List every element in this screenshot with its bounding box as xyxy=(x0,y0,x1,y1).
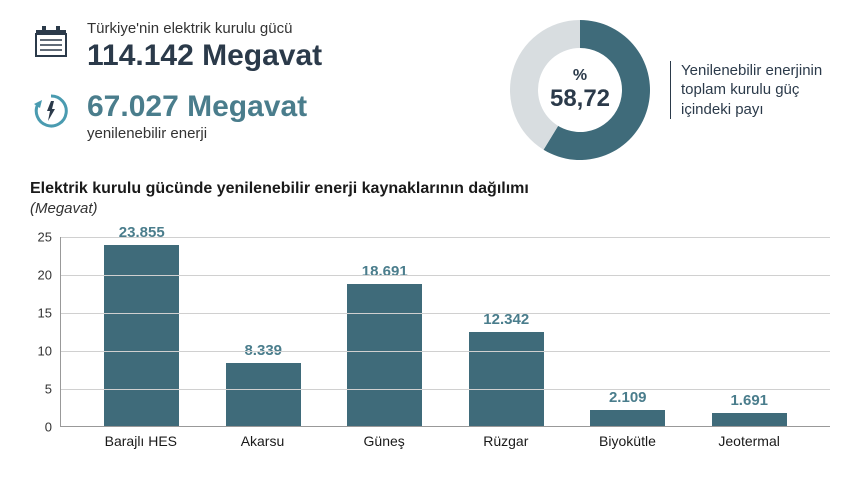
y-tick-label: 25 xyxy=(38,230,52,245)
bars-container: 23.8558.33918.69112.3422.1091.691 xyxy=(61,237,830,426)
chart-title: Elektrik kurulu gücünde yenilenebilir en… xyxy=(30,180,830,198)
bar xyxy=(712,413,787,426)
y-axis: 0510152025 xyxy=(30,237,60,427)
x-axis-label: Güneş xyxy=(334,433,434,449)
gridline xyxy=(61,275,830,276)
gridline xyxy=(61,313,830,314)
x-axis-label: Jeotermal xyxy=(699,433,799,449)
plot-area: 23.8558.33918.69112.3422.1091.691 xyxy=(60,237,830,427)
bar-value-label: 18.691 xyxy=(362,263,408,280)
renewable-capacity-label: yenilenebilir enerji xyxy=(87,125,307,142)
renewable-capacity-block: 67.027 Megavat yenilenebilir enerji xyxy=(30,90,480,142)
bar-group: 23.855 xyxy=(92,224,192,426)
x-axis-label: Akarsu xyxy=(212,433,312,449)
donut-chart: % 58,72 xyxy=(510,20,650,160)
chart-subtitle: (Megavat) xyxy=(30,200,830,217)
donut-label: Yenilenebilir enerjinin toplam kurulu gü… xyxy=(670,61,830,120)
chart-area: 0510152025 23.8558.33918.69112.3422.1091… xyxy=(60,237,830,467)
renewable-capacity-value: 67.027 Megavat xyxy=(87,90,307,123)
gridline xyxy=(61,237,830,238)
bar xyxy=(590,410,665,426)
bar-value-label: 2.109 xyxy=(609,389,647,406)
bar-group: 1.691 xyxy=(699,392,799,426)
x-axis-label: Biyokütle xyxy=(577,433,677,449)
y-tick-label: 15 xyxy=(38,306,52,321)
total-capacity-value: 114.142 Megavat xyxy=(87,39,322,72)
left-stats: Türkiye'nin elektrik kurulu gücü 114.142… xyxy=(30,20,480,160)
donut-center-text: % 58,72 xyxy=(550,67,610,113)
bar-value-label: 1.691 xyxy=(730,392,768,409)
bar-group: 18.691 xyxy=(335,263,435,426)
gridline xyxy=(61,389,830,390)
donut-section: % 58,72 Yenilenebilir enerjinin toplam k… xyxy=(510,20,830,160)
bar xyxy=(469,332,544,426)
bar-value-label: 23.855 xyxy=(119,224,165,241)
bar-group: 2.109 xyxy=(578,389,678,426)
bar xyxy=(226,363,301,426)
donut-percent-symbol: % xyxy=(550,67,610,85)
bar xyxy=(104,245,179,426)
y-tick-label: 20 xyxy=(38,268,52,283)
gridline xyxy=(61,351,830,352)
battery-icon xyxy=(30,20,72,62)
y-tick-label: 5 xyxy=(45,382,52,397)
y-tick-label: 10 xyxy=(38,344,52,359)
x-axis-label: Rüzgar xyxy=(456,433,556,449)
bar-group: 12.342 xyxy=(456,311,556,426)
bar-group: 8.339 xyxy=(213,342,313,426)
donut-percent-value: 58,72 xyxy=(550,85,610,113)
total-capacity-label: Türkiye'nin elektrik kurulu gücü xyxy=(87,20,322,37)
x-axis-label: Barajlı HES xyxy=(91,433,191,449)
y-tick-label: 0 xyxy=(45,420,52,435)
total-capacity-block: Türkiye'nin elektrik kurulu gücü 114.142… xyxy=(30,20,480,72)
x-axis-labels: Barajlı HES Akarsu Güneş Rüzgar Biyokütle Jeo… xyxy=(60,433,830,449)
bar-chart-section: Elektrik kurulu gücünde yenilenebilir en… xyxy=(0,170,860,467)
bar xyxy=(347,284,422,426)
top-stats-section: Türkiye'nin elektrik kurulu gücü 114.142… xyxy=(0,0,860,170)
renewable-icon xyxy=(30,90,72,132)
